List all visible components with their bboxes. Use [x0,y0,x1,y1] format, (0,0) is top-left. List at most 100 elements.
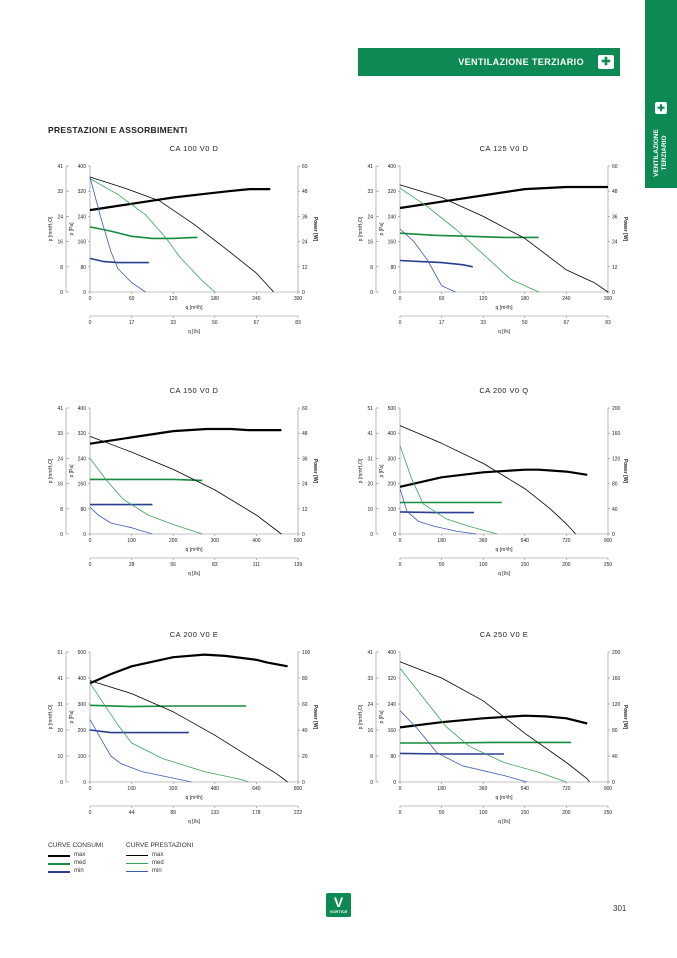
x2-tick-label: 0 [399,562,402,568]
performance-curve-max [89,436,282,535]
y-tick-label-pa: 400 [78,406,87,412]
y-tick-label-pa: 500 [78,650,87,656]
y-tick-label-pa: 80 [390,754,396,760]
chart-title: CA 125 V0 D [480,144,529,153]
logo-text: VORTICE [329,909,348,914]
x-axis-label: q [m³/h] [186,547,204,553]
consumption-curve-min [399,752,504,755]
y-axis-label-power: Power [W] [622,459,628,484]
x-tick-label: 0 [399,538,402,544]
consumption-curve-min [399,511,474,514]
y-tick-label-power: 36 [302,214,308,220]
y-tick-label-pa: 0 [393,532,396,538]
x-tick-label: 500 [294,538,303,544]
chart-title: CA 100 V0 D [170,144,219,153]
section-header-title: VENTILAZIONE TERZIARIO [458,57,584,67]
y-tick-label-mm: 41 [57,406,63,412]
x2-tick-label: 28 [129,562,135,568]
y-tick-label-mm: 24 [367,214,373,220]
y-tick-label-power: 40 [612,507,618,513]
y-tick-label-power: 36 [612,214,618,220]
legend-performance-title: CURVE PRESTAZIONI [126,842,194,849]
y-tick-label-power: 0 [612,780,615,786]
x2-tick-label: 0 [89,320,92,326]
x-tick-label: 180 [437,538,446,544]
y-tick-label-pa: 0 [393,780,396,786]
performance-curve-min [89,719,192,783]
legend-performance: CURVE PRESTAZIONI max med min [126,842,216,875]
consumption-curve-max [89,427,282,445]
section-header-bar: VENTILAZIONE TERZIARIO [358,48,620,76]
y-tick-label-pa: 400 [388,650,397,656]
y-tick-label-mm: 0 [370,780,373,786]
y-tick-label-mm: 10 [367,507,373,513]
x-tick-label: 480 [211,786,220,792]
y-tick-label-power: 12 [302,507,308,513]
y-tick-label-pa: 500 [388,406,397,412]
y-tick-label-mm: 8 [370,265,373,271]
y-axis-label-power: Power [W] [312,705,318,730]
legend-item: max [48,851,128,859]
performance-curve-min [399,228,456,293]
y-tick-label-power: 24 [302,482,308,488]
logo-mark-icon: V [333,894,344,910]
y-tick-label-power: 60 [302,164,308,170]
x2-tick-label: 83 [212,562,218,568]
y-tick-label-pa: 320 [78,189,87,195]
x2-tick-label: 133 [211,810,220,816]
x2-axis-label: q [l/s] [188,329,201,335]
y-tick-label-power: 20 [302,754,308,760]
y-tick-label-pa: 300 [78,702,87,708]
performance-curve-min [89,176,146,293]
performance-curve-med [89,458,203,535]
legend-item-label: med [74,860,86,866]
x-axis-label: q [m³/h] [186,305,204,311]
x-tick-label: 800 [294,786,303,792]
x2-tick-label: 56 [170,562,176,568]
legend-item-label: min [74,868,84,874]
y-tick-label-pa: 0 [393,290,396,296]
performance-curve-med [399,445,498,535]
y-tick-label-pa: 100 [388,507,397,513]
y-tick-label-power: 60 [302,406,308,412]
y-axis-label-pa: p [Pa] [379,222,385,236]
y-tick-label-mm: 8 [60,507,63,513]
consumption-curve-min [89,257,149,264]
y-tick-label-power: 0 [302,780,305,786]
y-tick-label-mm: 31 [57,702,63,708]
y-tick-label-mm: 33 [57,189,63,195]
x2-tick-label: 67 [254,320,260,326]
x2-axis-label: q [l/s] [498,819,511,825]
y-tick-label-pa: 240 [78,456,87,462]
consumption-curve-med [90,478,203,482]
legend-item: min [126,867,216,875]
y-tick-label-power: 200 [612,650,621,656]
y-tick-label-pa: 240 [78,214,87,220]
x2-tick-label: 111 [253,562,261,568]
y-tick-label-pa: 320 [388,189,397,195]
performance-curve-max [89,176,274,293]
x-tick-label: 300 [211,538,220,544]
x2-tick-label: 17 [129,320,135,326]
y-axis-label-power: Power [W] [622,705,628,730]
y-tick-label-mm: 0 [370,290,373,296]
y-tick-label-mm: 33 [367,189,373,195]
x2-tick-label: 200 [562,810,571,816]
performance-curve-max [399,661,590,783]
y-tick-label-power: 160 [612,431,621,437]
x-tick-label: 300 [294,296,303,302]
y-tick-label-pa: 80 [390,265,396,271]
legend-item: max [126,851,216,859]
y-tick-label-power: 120 [612,702,621,708]
x2-tick-label: 83 [295,320,301,326]
vortice-logo: V VORTICE [326,893,351,917]
x-tick-label: 160 [127,786,136,792]
y-tick-label-power: 60 [612,164,618,170]
y-tick-label-pa: 160 [388,728,397,734]
legend-item: min [48,867,128,875]
x-tick-label: 0 [89,538,92,544]
legend-consumption: CURVE CONSUMI max med min [48,842,128,875]
